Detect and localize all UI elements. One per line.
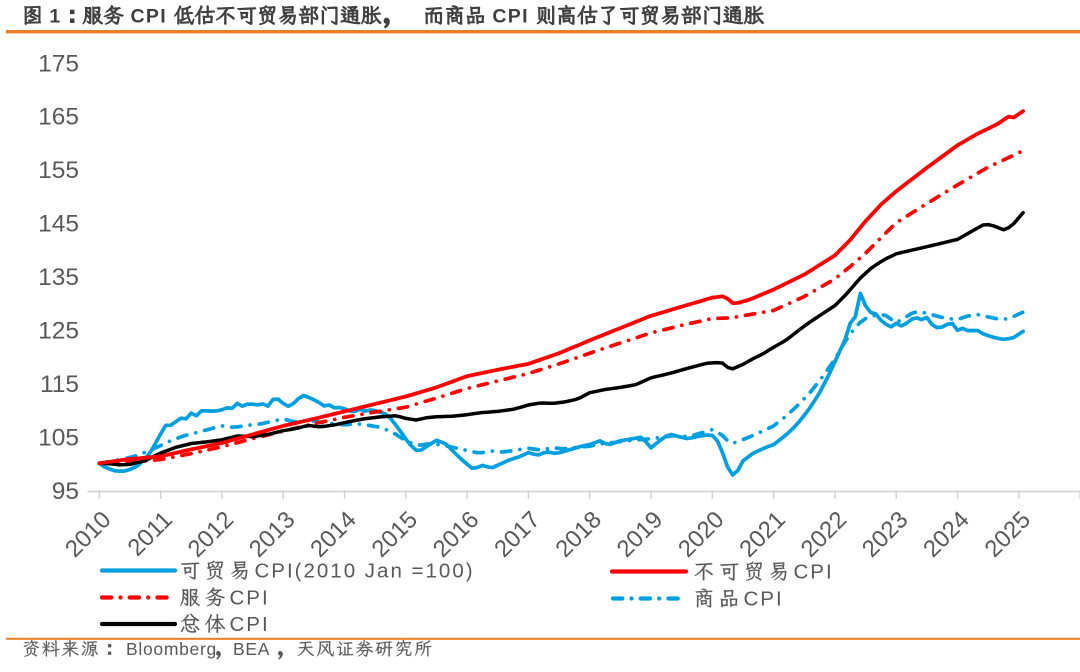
svg-text:CPI: CPI	[230, 613, 270, 636]
svg-text:CPI: CPI	[744, 588, 784, 611]
svg-text:Bloomberg: Bloomberg	[126, 639, 217, 659]
svg-text:175: 175	[38, 50, 79, 77]
svg-text:155: 155	[38, 157, 79, 184]
svg-text:CPI: CPI	[131, 6, 167, 28]
svg-text:145: 145	[38, 211, 79, 238]
svg-text:CPI(2010 Jan =100): CPI(2010 Jan =100)	[255, 560, 475, 583]
svg-text:CPI: CPI	[492, 6, 528, 28]
svg-text:BEA: BEA	[233, 639, 270, 659]
svg-text:165: 165	[38, 104, 79, 131]
svg-text:105: 105	[38, 424, 79, 451]
svg-text:1: 1	[49, 6, 61, 28]
svg-text:115: 115	[40, 371, 79, 398]
svg-text:125: 125	[38, 318, 79, 345]
svg-text:CPI: CPI	[794, 561, 834, 584]
svg-text:CPI: CPI	[230, 587, 270, 610]
svg-text:135: 135	[38, 264, 79, 291]
svg-text:95: 95	[52, 478, 79, 505]
